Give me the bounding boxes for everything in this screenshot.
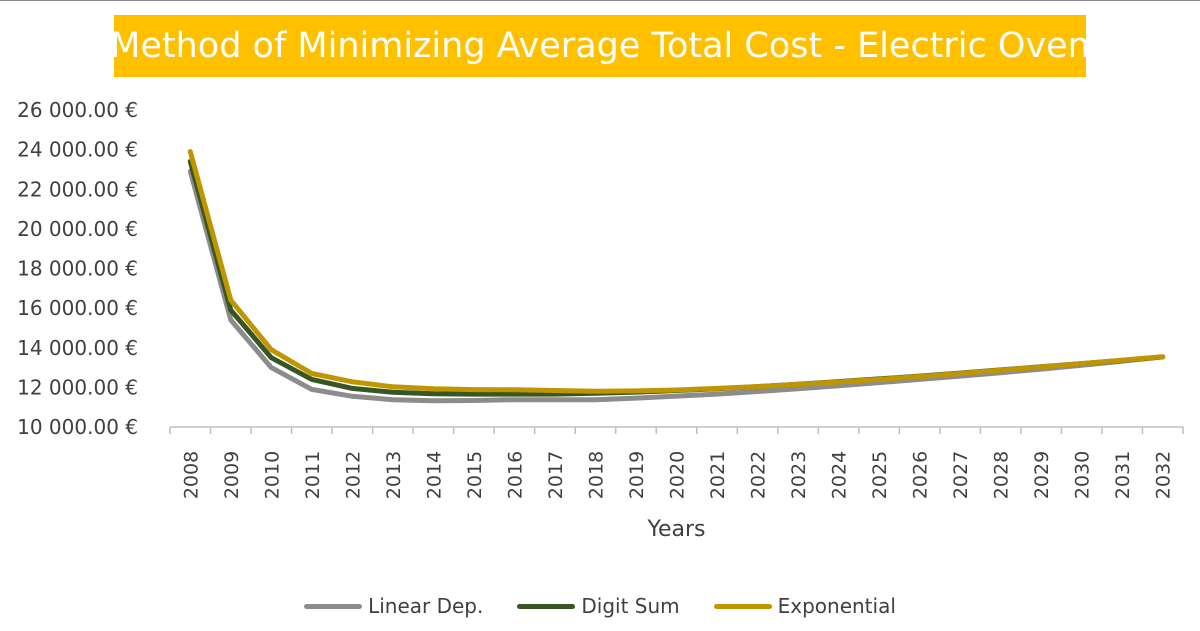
x-tick-label: 2012: [342, 451, 364, 499]
y-tick-label: 12 000.00 €: [17, 375, 138, 399]
x-tick-label: 2026: [910, 451, 932, 499]
legend-swatch: [304, 603, 363, 609]
legend-item: Linear Dep.: [304, 594, 483, 618]
y-tick-label: 14 000.00 €: [17, 336, 138, 360]
x-tick-label: 2014: [423, 451, 445, 499]
y-tick-label: 26 000.00 €: [17, 98, 138, 122]
legend-label: Digit Sum: [581, 594, 680, 618]
x-tick-label: 2024: [829, 451, 851, 499]
series-line-digit-sum: [187, 159, 1166, 397]
x-axis-label: Years: [646, 517, 705, 542]
x-tick-label: 2011: [302, 451, 324, 499]
x-tick-label: 2021: [707, 451, 729, 499]
x-tick-label: 2025: [869, 451, 891, 499]
y-tick-label: 10 000.00 €: [17, 415, 138, 439]
x-tick-label: 2017: [545, 451, 567, 499]
x-tick-label: 2018: [585, 451, 607, 499]
x-tick-label: 2016: [504, 451, 526, 499]
series-line-exponential: [187, 149, 1166, 394]
x-tick-label: 2029: [1031, 451, 1053, 499]
y-tick-label: 22 000.00 €: [17, 177, 138, 201]
legend-swatch: [517, 603, 576, 609]
x-tick-label: 2031: [1112, 451, 1134, 499]
y-tick-label: 20 000.00 €: [17, 217, 138, 241]
legend-item: Exponential: [713, 594, 896, 618]
legend-swatch: [713, 603, 772, 609]
x-tick-label: 2020: [667, 451, 689, 499]
legend-label: Linear Dep.: [368, 594, 484, 618]
chart-legend: Linear Dep. Digit Sum Exponential: [0, 592, 1200, 620]
legend-item: Digit Sum: [517, 594, 680, 618]
x-tick-label: 2009: [221, 451, 243, 499]
x-tick-label: 2027: [950, 451, 972, 499]
top-border: [0, 0, 1200, 1]
y-tick-label: 24 000.00 €: [17, 138, 138, 162]
x-tick-label: 2019: [626, 451, 648, 499]
x-tick-label: 2008: [180, 451, 202, 499]
series-line-linear-dep: [187, 168, 1166, 404]
x-tick-label: 2032: [1153, 451, 1175, 499]
y-tick-label: 18 000.00 €: [17, 257, 138, 281]
y-tick-label: 16 000.00 €: [17, 296, 138, 320]
x-tick-label: 2030: [1072, 451, 1094, 499]
x-tick-label: 2015: [464, 451, 486, 499]
x-tick-label: 2022: [748, 451, 770, 499]
x-tick-label: 2010: [261, 451, 283, 499]
chart-title: Method of Minimizing Average Total Cost …: [110, 15, 1090, 77]
x-tick-label: 2023: [788, 451, 810, 499]
legend-label: Exponential: [777, 594, 896, 618]
x-tick-label: 2013: [383, 451, 405, 499]
x-tick-label: 2028: [991, 451, 1013, 499]
